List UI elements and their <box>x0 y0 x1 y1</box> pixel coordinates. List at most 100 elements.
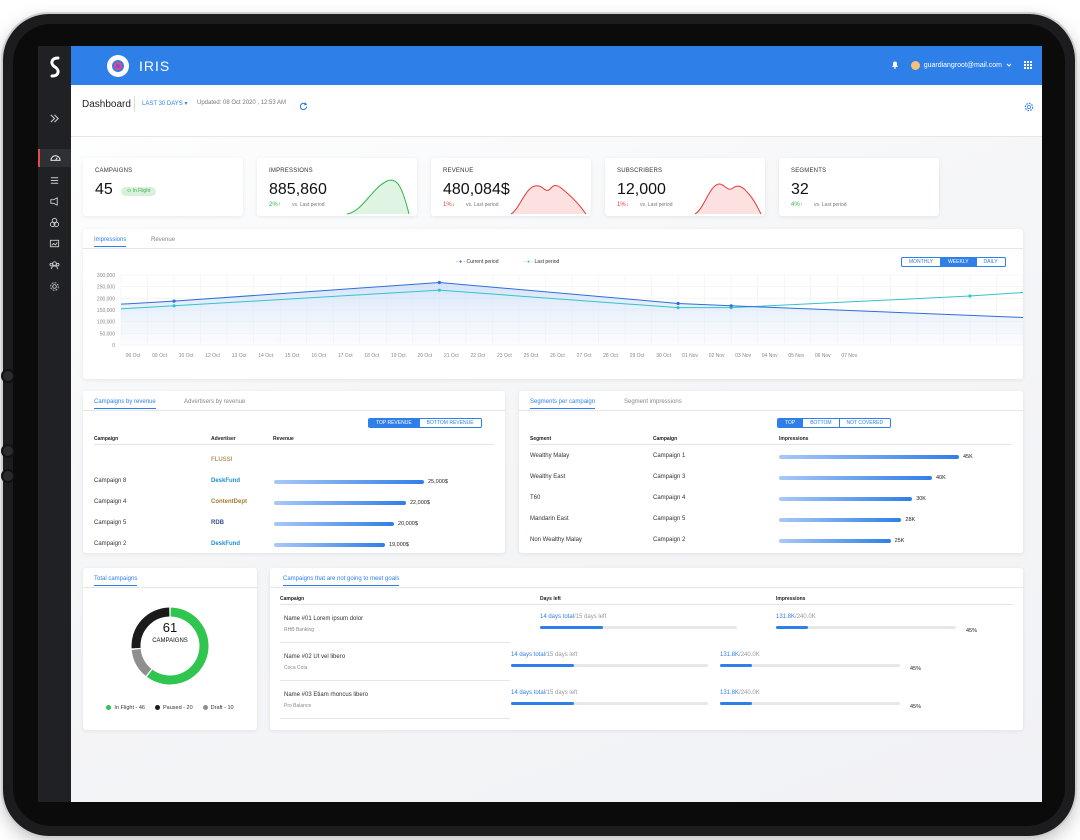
y-tick-label: 0 <box>112 343 115 349</box>
legend-current-marker: - ● - <box>456 259 466 265</box>
user-email: guardiangroot@mail.com <box>923 62 1002 69</box>
x-tick-label: 29 Oct <box>630 353 645 359</box>
tab-advertisers-by-revenue[interactable]: Advertisers by revenue <box>184 399 246 405</box>
x-tick-label: 25 Oct <box>524 353 539 359</box>
x-tick-label: 06 Nov <box>815 353 831 359</box>
campaign-name: Campaign 5 <box>653 516 686 522</box>
toggle-top-revenue[interactable]: TOP REVENUE <box>369 419 420 427</box>
data-point[interactable] <box>968 294 972 298</box>
impressions-percent: 45% <box>966 628 978 634</box>
donut-segment[interactable] <box>131 607 170 649</box>
page-title: Dashboard <box>82 99 131 110</box>
kpi-card-segments[interactable]: SEGMENTS 32 4%↑ vs. Last period <box>779 158 939 216</box>
kpi-comparison: vs. Last period <box>814 202 847 208</box>
data-point[interactable] <box>172 304 176 308</box>
toggle-not-covered[interactable]: NOT COVERED <box>846 420 884 426</box>
kpi-card-subscribers[interactable]: SUBSCRIBERS 12,000 1%↓ vs. Last period <box>605 158 765 216</box>
advertiser-logo: ContentDept <box>211 499 247 505</box>
toggle-top[interactable]: TOP <box>778 419 804 427</box>
data-point[interactable] <box>676 306 680 310</box>
kpi-delta-value: 1% <box>617 202 626 208</box>
kpi-delta-value: 2% <box>269 202 278 208</box>
data-point[interactable] <box>437 288 441 292</box>
tab-segments-per-campaign[interactable]: Segments per campaign <box>530 399 596 409</box>
kpi-card-impressions[interactable]: IMPRESSIONS 885,860 2%↑ vs. Last period <box>257 158 417 216</box>
notification-bell-icon[interactable] <box>891 60 899 71</box>
tab-not-meeting-goals[interactable]: Campaigns that are not going to meet goa… <box>283 576 400 586</box>
arrow-up-icon: ↑ <box>277 202 281 208</box>
refresh-icon[interactable] <box>299 98 308 116</box>
sidebar-item-segments[interactable] <box>38 213 71 231</box>
goal-advertiser: Coca Cola <box>284 665 308 671</box>
campaign-name: Campaign 8 <box>94 478 127 484</box>
sidebar-item-dashboard[interactable] <box>38 149 71 167</box>
legend-dot <box>202 705 208 711</box>
donut-segment[interactable] <box>131 648 152 676</box>
days-progress-track <box>511 664 708 667</box>
impressions-goal: 240.0K <box>740 652 760 658</box>
impressions-separator: / <box>739 652 741 658</box>
sidebar-item-settings[interactable] <box>38 277 71 295</box>
tab-impressions[interactable]: Impressions <box>94 237 127 247</box>
impressions-value: 40K <box>936 475 946 481</box>
legend-label: Paused - 20 <box>162 705 193 711</box>
tab-divider <box>83 587 257 588</box>
legend-last: - ● - Last period <box>524 259 559 265</box>
top-bar: IRIS guardiangroot@mail.com <box>71 46 1042 85</box>
tab-total-campaigns[interactable]: Total campaigns <box>94 576 138 586</box>
toggle-bottom-revenue[interactable]: BOTTOM REVENUE <box>426 420 474 426</box>
period-daily[interactable]: DAILY <box>983 259 998 265</box>
kpi-value: 885,860 <box>269 181 327 198</box>
x-tick-label: 19 Oct <box>391 353 406 359</box>
y-tick-label: 50,000 <box>100 331 116 337</box>
revenue-toggle: TOP REVENUE BOTTOM REVENUE <box>368 418 482 428</box>
kpi-card-campaigns[interactable]: CAMPAIGNS 45 ⊙ In Flight <box>83 158 243 216</box>
x-tick-label: 30 Oct <box>656 353 671 359</box>
x-tick-label: 15 Oct <box>285 353 300 359</box>
date-range-dropdown[interactable]: LAST 30 DAYS ▾ <box>142 100 188 107</box>
tab-segment-impressions[interactable]: Segment impressions <box>624 399 682 405</box>
tab-campaigns-by-revenue[interactable]: Campaigns by revenue <box>94 399 156 409</box>
impressions-bar <box>779 497 913 501</box>
sidebar-item-users[interactable] <box>38 256 71 274</box>
app-logo-icon[interactable] <box>46 56 63 78</box>
campaign-name: Campaign 2 <box>94 541 127 547</box>
kpi-card-revenue[interactable]: REVENUE 480,084$ 1%↓ vs. Last period <box>431 158 591 216</box>
goal-campaign-name[interactable]: Name #01 Lorem ipsum dolor <box>284 616 364 622</box>
sidebar-item-list[interactable] <box>38 171 71 189</box>
arrow-down-icon: ↓ <box>625 202 629 208</box>
x-tick-label: 18 Oct <box>364 353 379 359</box>
period-monthly[interactable]: MONTHLY <box>902 258 942 266</box>
legend-paused: Paused - 20 <box>154 705 193 711</box>
kpi-label: SEGMENTS <box>791 168 827 174</box>
sidebar-item-campaigns[interactable] <box>38 192 71 210</box>
apps-grid-icon[interactable] <box>1024 60 1032 71</box>
kpi-value: 12,000 <box>617 181 666 198</box>
gear-icon[interactable] <box>1024 99 1034 117</box>
user-menu[interactable]: guardiangroot@mail.com <box>910 61 1012 70</box>
kpi-comparison: vs. Last period <box>640 202 673 208</box>
days-separator: / <box>545 690 547 696</box>
donut-segment[interactable] <box>146 607 209 685</box>
toggle-bottom[interactable]: BOTTOM <box>803 419 840 427</box>
kpi-comparison: vs. Last period <box>466 202 499 208</box>
x-tick-label: 02 Nov <box>709 353 725 359</box>
expand-sidebar-icon[interactable] <box>38 109 71 127</box>
arrow-up-icon: ↑ <box>799 202 803 208</box>
data-point[interactable] <box>172 299 176 303</box>
days-progress-fill <box>511 664 575 667</box>
data-point[interactable] <box>437 280 441 285</box>
period-toggle: MONTHLY WEEKLY DAILY <box>901 257 1006 267</box>
impressions-bar <box>779 518 902 522</box>
goal-campaign-name[interactable]: Name #03 Etiam rhoncus libero <box>284 692 369 698</box>
period-weekly[interactable]: WEEKLY <box>941 258 977 266</box>
goal-campaign-name[interactable]: Name #02 Ut vel libero <box>284 654 346 660</box>
campaign-name: Campaign 4 <box>653 495 686 501</box>
sidebar-item-media[interactable] <box>38 234 71 252</box>
tab-revenue[interactable]: Revenue <box>151 237 176 243</box>
column-header: Segment <box>530 436 552 442</box>
x-tick-label: 01 Nov <box>682 353 698 359</box>
data-point[interactable] <box>729 304 733 308</box>
legend-label: In Flight - 46 <box>114 705 145 711</box>
data-point[interactable] <box>676 301 680 306</box>
